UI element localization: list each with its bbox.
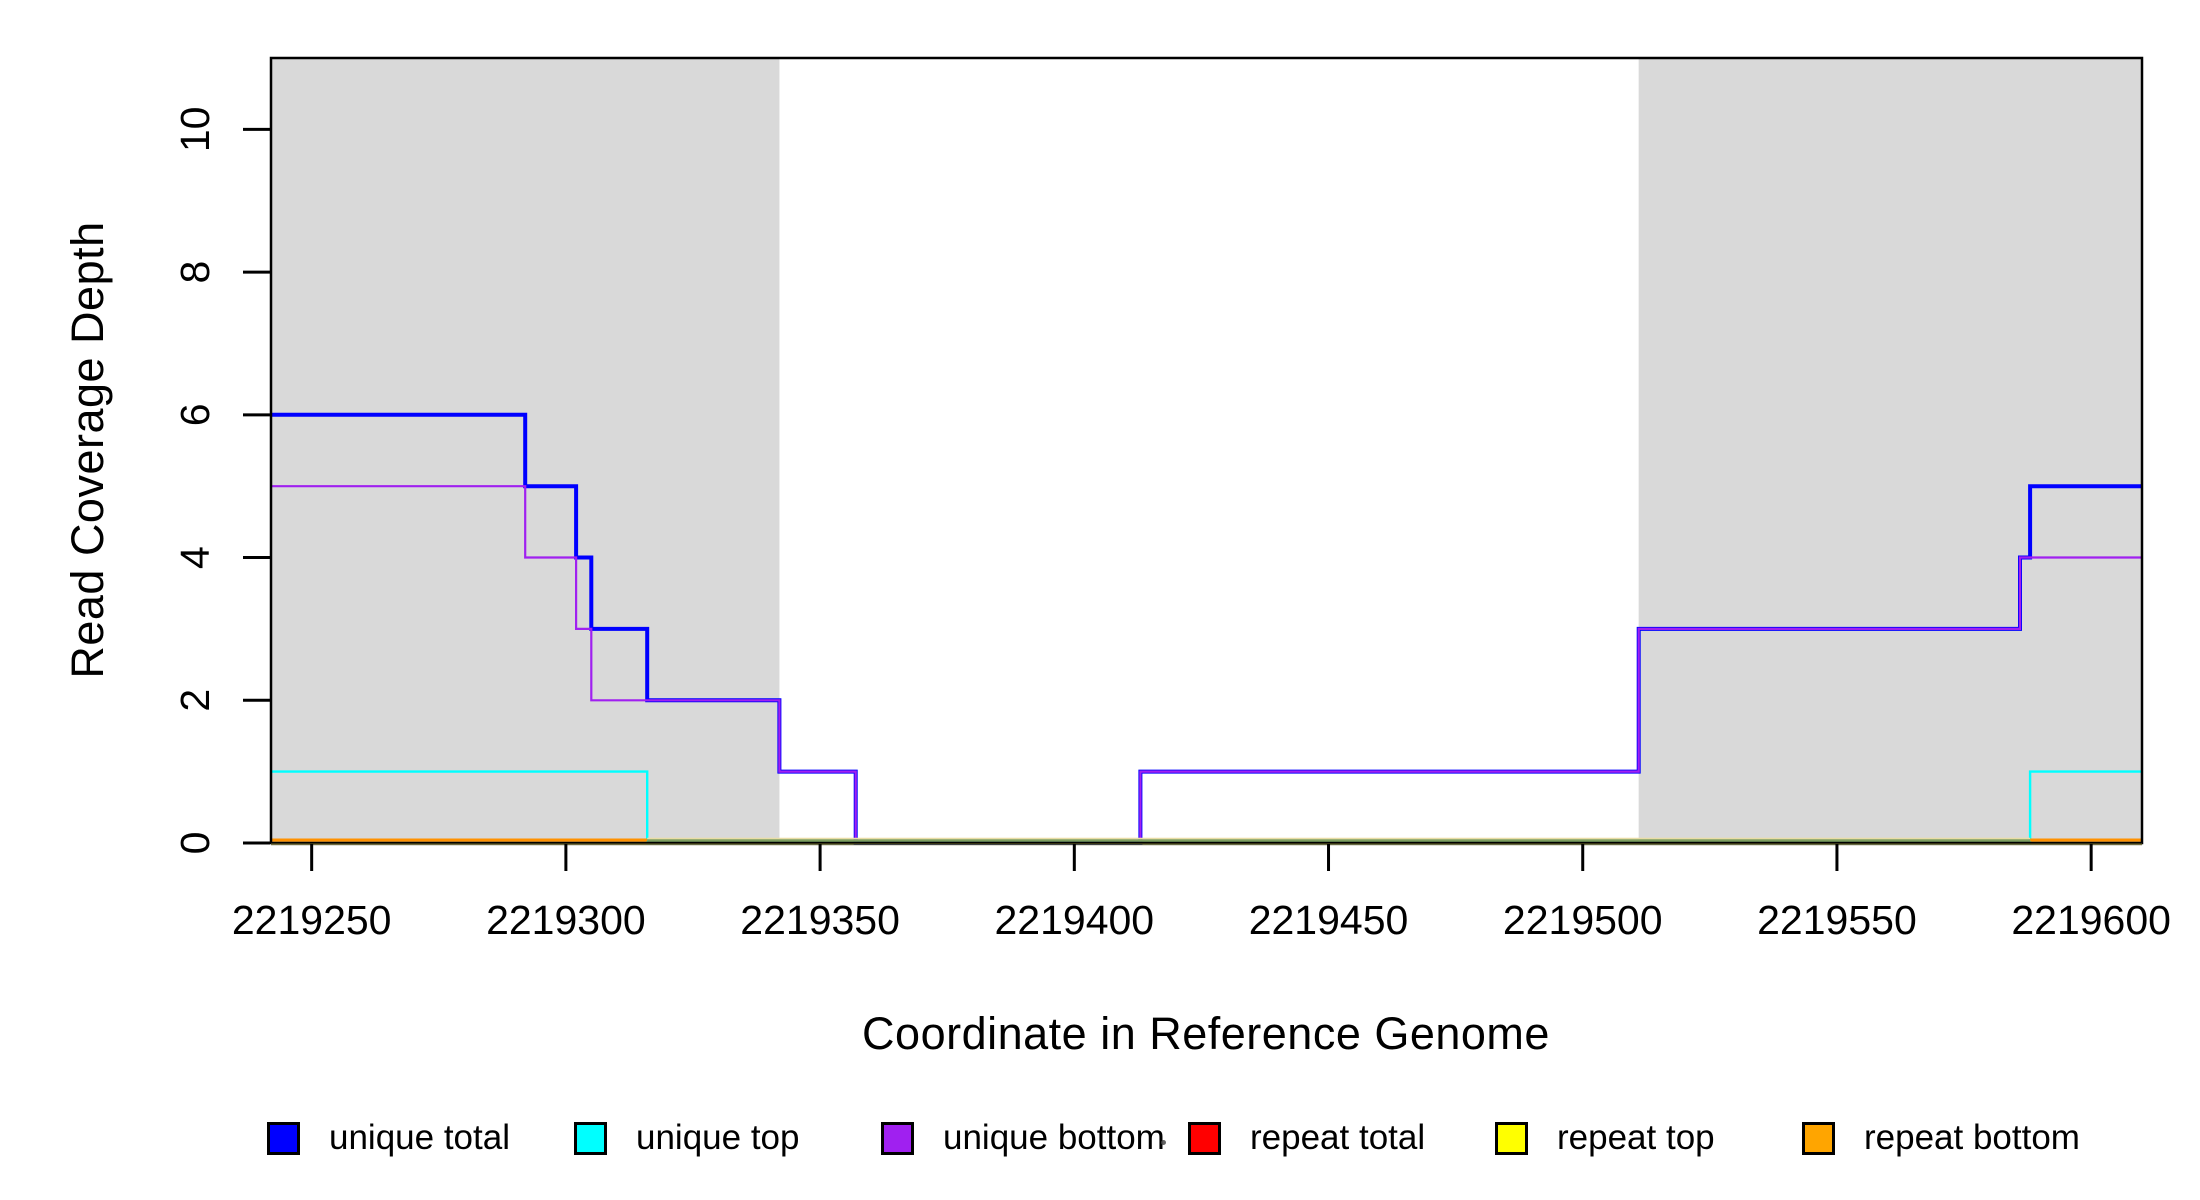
legend-item-repeat-top: repeat top bbox=[1495, 1118, 1715, 1157]
y-tick-label: 10 bbox=[172, 107, 218, 153]
legend-label: unique top bbox=[636, 1118, 800, 1157]
plot-box bbox=[269, 56, 2144, 845]
x-axis-title: Coordinate in Reference Genome bbox=[862, 1008, 1550, 1059]
y-tick-label: 2 bbox=[172, 689, 218, 712]
x-tick-label: 2219250 bbox=[232, 897, 392, 943]
x-tick-label: 2219500 bbox=[1503, 897, 1663, 943]
series-unique-bottom bbox=[271, 485, 2142, 845]
legend-label: repeat top bbox=[1557, 1118, 1715, 1157]
legend-label: unique bottom bbox=[943, 1118, 1165, 1157]
x-tick-label: 2219450 bbox=[1249, 897, 1409, 943]
x-tick-label: 2219350 bbox=[740, 897, 900, 943]
unique-total-swatch-icon bbox=[267, 1121, 300, 1155]
unique-top-swatch-icon bbox=[574, 1121, 607, 1155]
x-tick-label: 2219600 bbox=[2011, 897, 2171, 943]
legend-label: unique total bbox=[329, 1118, 510, 1157]
y-tick-label: 6 bbox=[172, 403, 218, 426]
stray-dot-artifact bbox=[1161, 1140, 1166, 1145]
repeat-top-swatch-icon bbox=[1495, 1121, 1528, 1155]
legend: unique total unique top unique bottom re… bbox=[0, 1118, 2200, 1164]
legend-item-unique-bottom: unique bottom bbox=[881, 1118, 1165, 1157]
y-axis-title: Read Coverage Depth bbox=[62, 221, 113, 679]
x-tick-label: 2219550 bbox=[1757, 897, 1917, 943]
x-tick-label: 2219400 bbox=[994, 897, 1154, 943]
unique-bottom-swatch-icon bbox=[881, 1121, 914, 1155]
repeat-bottom-swatch-icon bbox=[1802, 1121, 1835, 1155]
repeat-total-swatch-icon bbox=[1188, 1121, 1221, 1155]
legend-item-unique-total: unique total bbox=[267, 1118, 510, 1157]
legend-item-unique-top: unique top bbox=[574, 1118, 800, 1157]
y-tick-label: 8 bbox=[172, 261, 218, 284]
legend-item-repeat-bottom: repeat bottom bbox=[1802, 1118, 2080, 1157]
legend-label: repeat bottom bbox=[1864, 1118, 2080, 1157]
y-tick-label: 0 bbox=[172, 832, 218, 855]
y-tick-label: 4 bbox=[172, 546, 218, 569]
legend-item-repeat-total: repeat total bbox=[1188, 1118, 1426, 1157]
shaded-region bbox=[1638, 58, 2142, 843]
x-tick-label: 2219300 bbox=[486, 897, 646, 943]
legend-label: repeat total bbox=[1250, 1118, 1426, 1157]
